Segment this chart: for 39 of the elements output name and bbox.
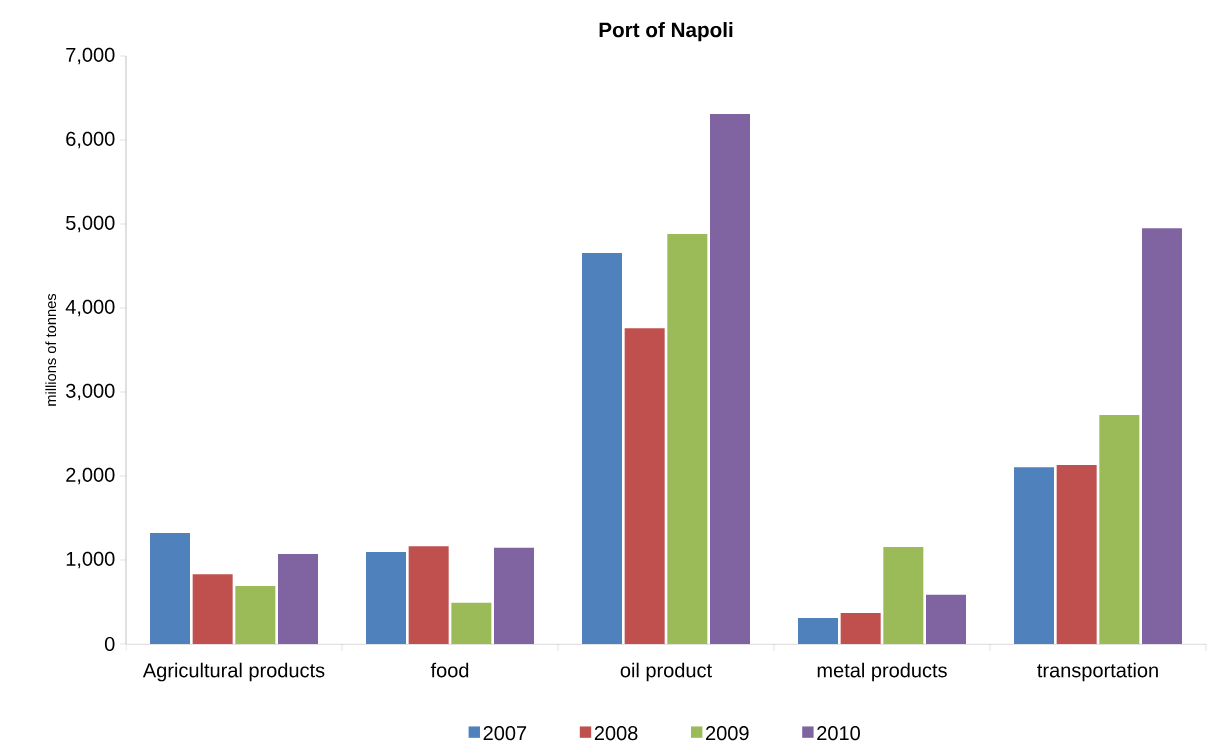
y-tick-label: 2,000 bbox=[66, 467, 115, 485]
y-tick-label: 6,000 bbox=[66, 131, 115, 149]
bar bbox=[192, 574, 233, 644]
bar bbox=[1014, 467, 1055, 644]
chart-title: Port of Napoli bbox=[599, 22, 733, 42]
bar bbox=[798, 617, 838, 644]
bar bbox=[667, 234, 708, 644]
bar bbox=[1099, 415, 1140, 644]
legend-label: 2008 bbox=[594, 726, 638, 741]
bar bbox=[408, 546, 449, 644]
y-tick-label: 1,000 bbox=[66, 551, 115, 569]
x-tick-label: oil product bbox=[620, 662, 712, 682]
y-tick-label: 3,000 bbox=[66, 383, 115, 401]
x-tick-label: transportation bbox=[1037, 662, 1158, 682]
bar bbox=[710, 113, 750, 644]
bar bbox=[582, 252, 622, 644]
bar bbox=[883, 546, 924, 644]
x-tick-label: Agricultural products bbox=[142, 662, 325, 682]
x-tick-label: metal products bbox=[817, 662, 947, 682]
legend-label: 2007 bbox=[483, 726, 527, 741]
bar bbox=[278, 554, 318, 644]
bar bbox=[451, 602, 492, 644]
bar bbox=[1142, 228, 1182, 644]
legend-label: 2009 bbox=[706, 726, 749, 741]
legend-label: 2010 bbox=[817, 726, 860, 741]
y-axis-title: millions of tonnes bbox=[45, 293, 57, 406]
y-tick-label: 7,000 bbox=[66, 47, 115, 65]
y-tick-label: 5,000 bbox=[66, 215, 115, 233]
x-tick-label: food bbox=[430, 662, 469, 678]
bar bbox=[494, 547, 534, 644]
y-tick-label: 4,000 bbox=[65, 299, 115, 317]
bar bbox=[840, 612, 881, 644]
y-tick-label: 0 bbox=[104, 636, 115, 652]
bar bbox=[366, 552, 406, 644]
bar bbox=[624, 328, 665, 644]
bar bbox=[926, 594, 967, 644]
bar bbox=[1056, 465, 1097, 644]
bar bbox=[150, 533, 190, 644]
bar bbox=[235, 586, 276, 644]
